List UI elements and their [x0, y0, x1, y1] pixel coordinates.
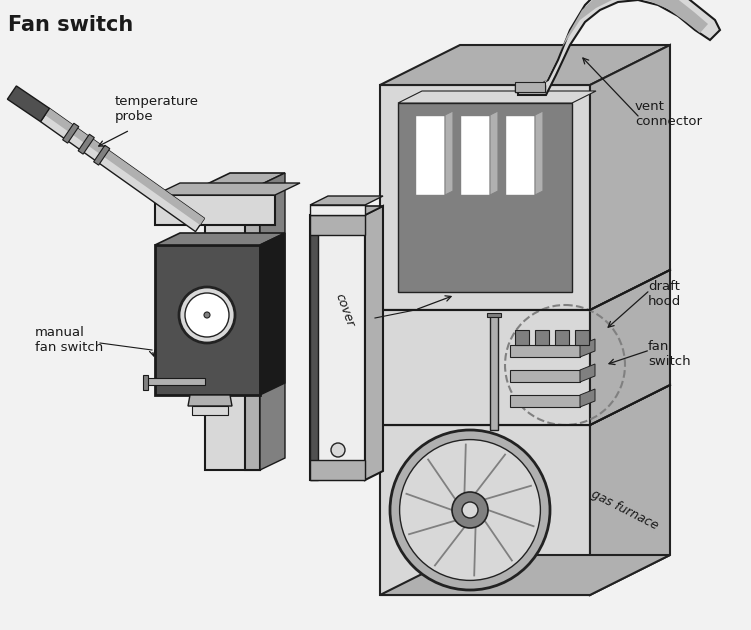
Text: temperature
probe: temperature probe — [115, 95, 199, 123]
Polygon shape — [155, 183, 300, 195]
Polygon shape — [380, 310, 590, 425]
Polygon shape — [460, 115, 490, 195]
Polygon shape — [590, 385, 670, 595]
Polygon shape — [515, 82, 545, 92]
Polygon shape — [260, 173, 285, 470]
Circle shape — [331, 443, 345, 457]
Polygon shape — [521, 0, 708, 90]
Polygon shape — [310, 460, 365, 480]
Text: draft
hood: draft hood — [648, 280, 681, 308]
Polygon shape — [490, 315, 498, 430]
Polygon shape — [78, 134, 95, 154]
Polygon shape — [535, 330, 549, 345]
Polygon shape — [310, 215, 365, 235]
Circle shape — [452, 492, 488, 528]
Polygon shape — [380, 85, 590, 310]
Circle shape — [185, 293, 229, 337]
Polygon shape — [145, 378, 205, 385]
Polygon shape — [365, 206, 383, 480]
Polygon shape — [94, 146, 110, 165]
Polygon shape — [535, 111, 543, 195]
Polygon shape — [490, 111, 498, 195]
Text: Fan switch: Fan switch — [8, 15, 133, 35]
Polygon shape — [445, 111, 453, 195]
Polygon shape — [310, 205, 365, 215]
Polygon shape — [192, 406, 228, 415]
Text: fan
switch: fan switch — [648, 340, 691, 368]
Polygon shape — [505, 115, 535, 195]
Circle shape — [390, 430, 550, 590]
Polygon shape — [310, 206, 383, 215]
Polygon shape — [155, 195, 275, 225]
Polygon shape — [590, 270, 670, 425]
Polygon shape — [205, 185, 260, 470]
Polygon shape — [518, 0, 720, 95]
Circle shape — [400, 440, 541, 580]
Polygon shape — [380, 425, 590, 595]
Polygon shape — [8, 86, 50, 122]
Polygon shape — [515, 330, 529, 345]
Polygon shape — [62, 123, 79, 143]
Polygon shape — [510, 395, 580, 407]
Polygon shape — [380, 555, 670, 595]
Polygon shape — [510, 370, 580, 382]
Polygon shape — [415, 115, 445, 195]
Polygon shape — [310, 215, 318, 480]
Polygon shape — [45, 108, 204, 225]
Polygon shape — [580, 339, 595, 357]
Polygon shape — [310, 196, 383, 205]
Polygon shape — [515, 85, 545, 92]
Polygon shape — [510, 345, 580, 357]
Polygon shape — [188, 395, 232, 406]
Polygon shape — [205, 173, 285, 185]
Polygon shape — [41, 108, 204, 232]
Polygon shape — [310, 215, 365, 480]
Polygon shape — [155, 245, 260, 395]
Polygon shape — [590, 45, 670, 310]
Polygon shape — [143, 375, 148, 390]
Polygon shape — [155, 233, 285, 245]
Polygon shape — [580, 389, 595, 407]
Polygon shape — [580, 364, 595, 382]
Text: cover: cover — [333, 292, 357, 329]
Circle shape — [204, 312, 210, 318]
Text: gas furnace: gas furnace — [590, 488, 661, 532]
Polygon shape — [260, 233, 285, 395]
Polygon shape — [398, 103, 572, 292]
Polygon shape — [487, 313, 501, 317]
Circle shape — [179, 287, 235, 343]
Polygon shape — [398, 91, 596, 103]
Polygon shape — [380, 45, 670, 85]
Circle shape — [462, 502, 478, 518]
Polygon shape — [575, 330, 589, 345]
Text: manual
fan switch: manual fan switch — [35, 326, 103, 354]
Polygon shape — [245, 185, 260, 470]
Text: vent
connector: vent connector — [635, 100, 702, 128]
Polygon shape — [555, 330, 569, 345]
